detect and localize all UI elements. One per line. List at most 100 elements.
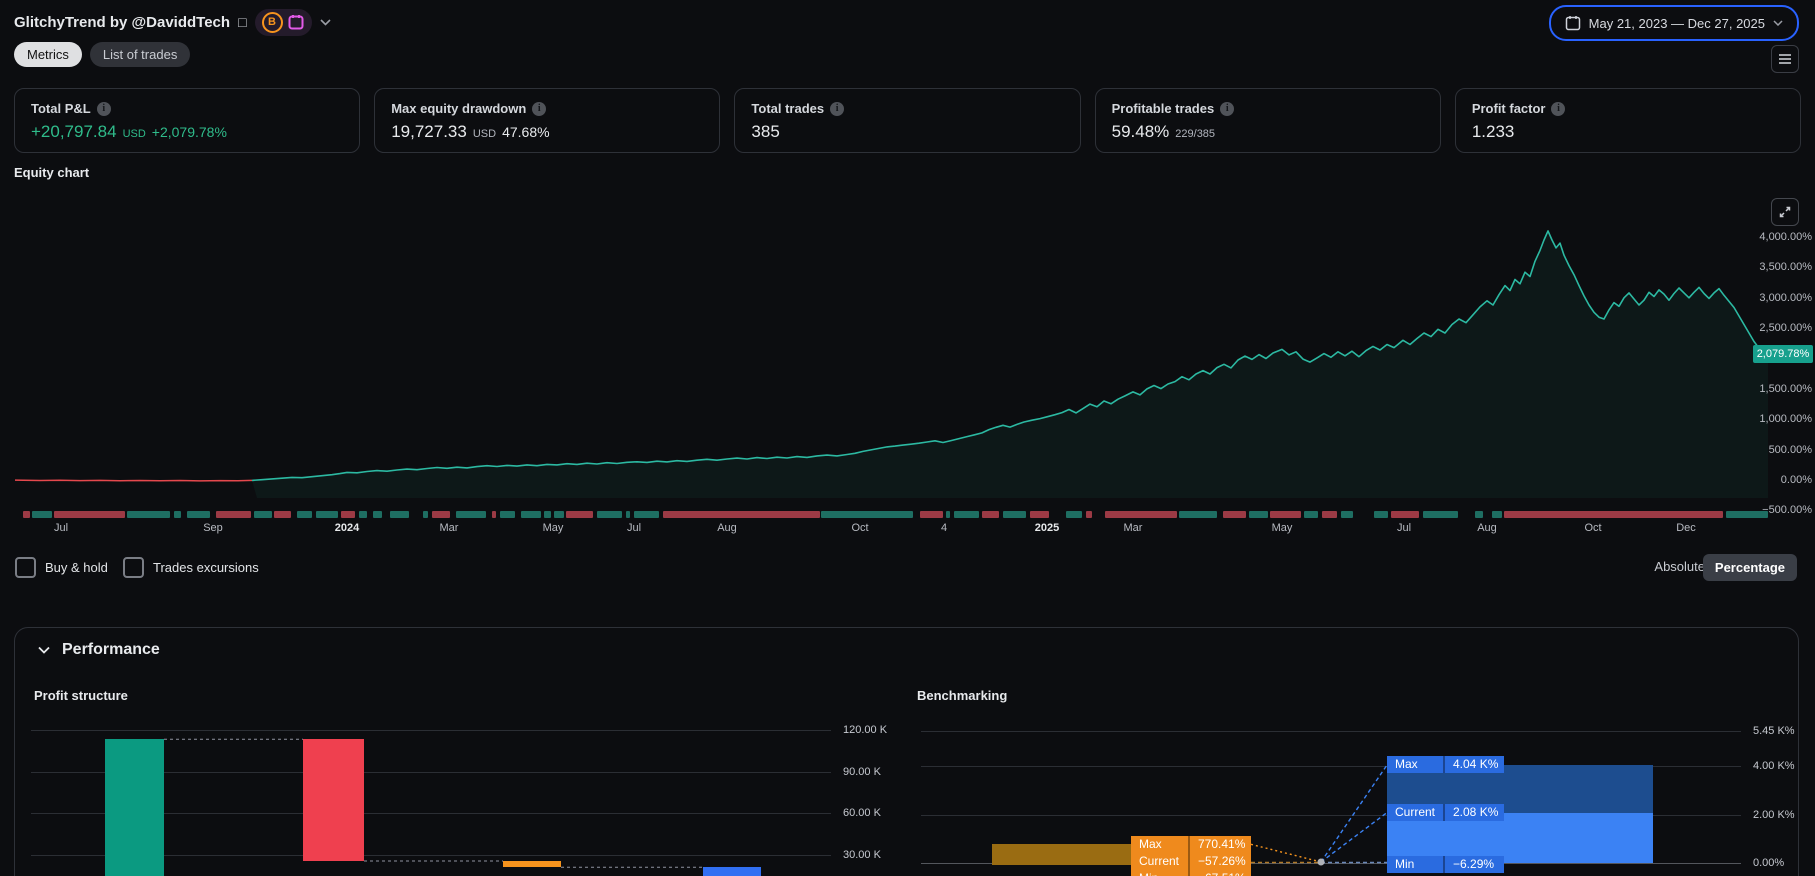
trade-period-segment xyxy=(54,511,125,518)
trade-period-segment xyxy=(597,511,622,518)
info-icon[interactable]: i xyxy=(1551,101,1566,116)
checkbox[interactable] xyxy=(15,557,36,578)
tab-list-of-trades[interactable]: List of trades xyxy=(89,42,191,67)
trade-period-segment xyxy=(174,511,181,518)
chevron-down-icon[interactable] xyxy=(319,18,331,26)
checkbox-label: Buy & hold xyxy=(45,560,108,575)
trade-period-segment xyxy=(274,511,291,518)
expand-chart-button[interactable] xyxy=(1771,198,1799,226)
strategy-min-value: −6.29% xyxy=(1443,856,1504,873)
strategy-current-value: 2.08 K% xyxy=(1443,804,1504,821)
performance-header[interactable]: Performance xyxy=(38,641,160,659)
bitcoin-icon: B xyxy=(261,11,283,33)
benchmark-current-value: −57.26% xyxy=(1188,853,1251,870)
info-icon[interactable]: i xyxy=(532,101,547,116)
strategy-max-label: Max xyxy=(1395,757,1418,771)
x-axis-label: 2024 xyxy=(334,522,360,534)
performance-title: Performance xyxy=(62,641,160,658)
equity-chart-footer: Buy & hold Trades excursions Absolute Pe… xyxy=(0,554,1815,582)
trade-period-segment xyxy=(634,511,659,518)
trade-period-segment xyxy=(1475,511,1483,518)
symbol-pill[interactable]: B xyxy=(254,8,312,36)
x-axis-label: May xyxy=(1271,522,1293,534)
trade-period-segment xyxy=(920,511,943,518)
trade-period-segment xyxy=(954,511,979,518)
mode-percentage[interactable]: Percentage xyxy=(1702,554,1797,581)
card-label: Profitable trades xyxy=(1111,101,1215,116)
trade-period-segment xyxy=(1086,511,1092,518)
x-axis-label: Jul xyxy=(53,522,69,534)
gridline xyxy=(921,730,1741,732)
x-axis-label: Mar xyxy=(1123,522,1143,534)
trade-period-segment xyxy=(390,511,409,518)
waterfall-bar-commission xyxy=(503,861,561,868)
card-profitable-trades: Profitable trades i 59.48% 229/385 xyxy=(1094,88,1441,153)
strategy-current: Current 2.08 K% xyxy=(1387,804,1504,821)
benchmark-min-label: Min xyxy=(1131,870,1188,876)
equity-chart-title: Equity chart xyxy=(14,165,90,180)
y-axis-label: 0.00% xyxy=(1753,857,1785,869)
trade-period-segment xyxy=(663,511,820,518)
trade-period-segment xyxy=(359,511,367,518)
card-label: Total trades xyxy=(751,101,825,116)
benchmark-min: Min−67.51% xyxy=(1131,870,1251,876)
waterfall-bar-gross-profit xyxy=(105,739,164,876)
date-range-picker[interactable]: May 21, 2023 — Dec 27, 2025 xyxy=(1548,5,1799,41)
card-label: Total P&L xyxy=(31,101,91,116)
toggle-trades-excursions[interactable]: Trades excursions xyxy=(123,557,259,578)
trade-period-segment xyxy=(982,511,999,518)
trade-period-segment xyxy=(1504,511,1723,518)
y-axis-label: 3,000.00% xyxy=(1759,291,1812,304)
missing-glyph: □ xyxy=(238,14,247,30)
y-axis-label: 90.00 K xyxy=(843,765,881,778)
trade-period-segment xyxy=(566,511,593,518)
trade-period-segment xyxy=(1179,511,1217,518)
y-axis-label: 30.00 K xyxy=(843,848,881,861)
gridline xyxy=(31,854,831,856)
trade-period-segment xyxy=(254,511,272,518)
trade-period-segment xyxy=(1492,511,1502,518)
card-value: 385 xyxy=(751,122,780,141)
y-axis-label: 4,000.00% xyxy=(1759,231,1812,243)
trade-period-segment xyxy=(127,511,170,518)
trade-period-segment xyxy=(1030,511,1049,518)
tab-metrics[interactable]: Metrics xyxy=(14,42,82,67)
trade-period-segment xyxy=(544,511,551,518)
info-icon[interactable]: i xyxy=(830,101,845,116)
checkbox-label: Trades excursions xyxy=(153,560,259,575)
toggle-buy-and-hold[interactable]: Buy & hold xyxy=(15,557,108,578)
y-axis-label: 0.00% xyxy=(1780,474,1812,486)
trade-period-segment xyxy=(187,511,210,518)
gridline xyxy=(31,813,831,814)
trade-period-segment xyxy=(216,511,251,518)
card-value: 59.48% xyxy=(1111,122,1170,141)
checkbox[interactable] xyxy=(123,557,144,578)
date-range-label: May 21, 2023 — Dec 27, 2025 xyxy=(1588,15,1765,31)
chevron-down-icon xyxy=(38,646,50,654)
performance-section: Performance Profit structure Benchmarkin… xyxy=(14,627,1799,876)
layout-settings-button[interactable] xyxy=(1771,45,1799,73)
mode-absolute[interactable]: Absolute xyxy=(1654,559,1705,574)
x-axis-label: Jul xyxy=(626,522,642,534)
trade-period-segment xyxy=(554,511,564,518)
y-axis-label: 2,500.00% xyxy=(1759,322,1812,335)
x-axis-label: Oct xyxy=(851,522,869,534)
trade-period-segment xyxy=(521,511,541,518)
y-axis-label: 3,500.00% xyxy=(1759,261,1812,274)
trade-period-segment xyxy=(23,511,30,518)
strategy-min: Min −6.29% xyxy=(1387,856,1504,873)
crossover-dot xyxy=(1317,858,1325,866)
trade-period-segment xyxy=(373,511,382,518)
rows-icon xyxy=(1779,54,1791,64)
trade-period-segment xyxy=(1066,511,1082,518)
info-icon[interactable]: i xyxy=(96,101,111,116)
benchmark-max-label: Max xyxy=(1139,837,1162,851)
y-axis-label: 1,500.00% xyxy=(1759,382,1812,395)
trade-period-segment xyxy=(1374,511,1388,518)
info-icon[interactable]: i xyxy=(1220,101,1235,116)
strategy-max: Max 4.04 K% xyxy=(1387,756,1504,773)
trade-period-segment xyxy=(1726,511,1768,518)
benchmark-max-value: 770.41% xyxy=(1188,836,1251,853)
gridline xyxy=(31,730,831,731)
profit-structure-title: Profit structure xyxy=(34,688,128,703)
